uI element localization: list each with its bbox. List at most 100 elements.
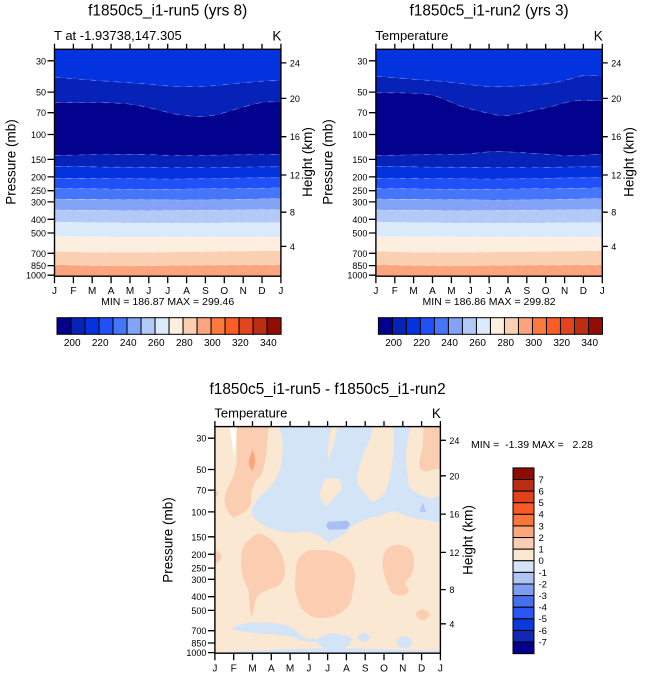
svg-text:400: 400 [191,592,206,602]
svg-text:250: 250 [352,186,367,196]
svg-text:F: F [70,286,76,297]
svg-text:50: 50 [36,88,46,98]
svg-text:150: 150 [352,155,367,165]
svg-text:Pressure (mb): Pressure (mb) [161,497,176,583]
svg-text:20: 20 [611,94,621,104]
svg-text:340: 340 [260,338,277,349]
svg-text:220: 220 [413,338,430,349]
svg-text:A: A [108,286,115,297]
svg-text:-2: -2 [539,579,547,590]
svg-text:Temperature: Temperature [214,406,287,421]
svg-text:S: S [362,663,369,674]
svg-text:5: 5 [539,498,544,509]
svg-text:F: F [231,663,237,674]
svg-text:1000: 1000 [186,648,206,658]
svg-text:J: J [438,663,443,674]
svg-text:J: J [165,286,170,297]
svg-text:S: S [202,286,209,297]
svg-text:-5: -5 [539,614,547,625]
svg-text:Height (km): Height (km) [461,505,476,575]
svg-text:8: 8 [611,208,616,218]
svg-text:f1850c5_i1-run2 (yrs 3): f1850c5_i1-run2 (yrs 3) [410,3,569,20]
svg-text:4: 4 [290,242,295,252]
svg-text:-1: -1 [539,568,547,579]
svg-text:J: J [600,286,605,297]
svg-text:500: 500 [191,606,206,616]
svg-text:30: 30 [36,56,46,66]
svg-text:7: 7 [539,475,544,486]
svg-text:O: O [542,286,550,297]
svg-text:200: 200 [352,172,367,182]
svg-text:16: 16 [449,510,459,520]
svg-text:A: A [429,286,436,297]
svg-text:70: 70 [357,108,367,118]
svg-text:1000: 1000 [347,271,367,281]
svg-text:12: 12 [611,171,621,181]
svg-text:200: 200 [191,550,206,560]
svg-text:200: 200 [385,338,402,349]
svg-text:S: S [523,286,530,297]
svg-text:20: 20 [449,471,459,481]
svg-text:50: 50 [196,465,206,475]
svg-text:260: 260 [148,338,165,349]
svg-text:250: 250 [31,186,46,196]
svg-text:6: 6 [539,487,544,498]
svg-text:70: 70 [196,486,206,496]
svg-text:D: D [418,663,425,674]
svg-text:M: M [88,286,96,297]
svg-text:3: 3 [539,521,544,532]
svg-text:J: J [373,286,378,297]
svg-text:700: 700 [352,249,367,259]
svg-text:O: O [220,286,228,297]
svg-text:K: K [432,406,441,421]
svg-text:20: 20 [290,94,300,104]
svg-text:J: J [306,663,311,674]
svg-text:D: D [580,286,587,297]
svg-text:24: 24 [290,58,300,68]
svg-text:MIN = 186.87 MAX = 299.46: MIN = 186.87 MAX = 299.46 [101,296,234,308]
svg-text:M: M [447,286,455,297]
svg-text:500: 500 [31,229,46,239]
svg-text:1: 1 [539,545,544,556]
svg-text:1000: 1000 [26,271,46,281]
svg-text:MIN = -1.39 MAX = 2.28: MIN = -1.39 MAX = 2.28 [471,439,593,451]
svg-text:240: 240 [441,338,458,349]
svg-text:J: J [468,286,473,297]
svg-text:A: A [183,286,190,297]
svg-text:240: 240 [120,338,137,349]
svg-text:-3: -3 [539,591,547,602]
svg-text:200: 200 [31,172,46,182]
svg-text:200: 200 [64,338,81,349]
svg-text:220: 220 [92,338,109,349]
svg-text:100: 100 [31,130,46,140]
svg-text:D: D [258,286,265,297]
svg-text:K: K [594,29,603,44]
svg-text:Pressure (mb): Pressure (mb) [321,119,336,205]
svg-text:-6: -6 [539,626,547,637]
svg-text:300: 300 [525,338,542,349]
svg-text:MIN = 186.86 MAX = 299.82: MIN = 186.86 MAX = 299.82 [423,296,556,308]
svg-text:A: A [343,663,350,674]
svg-text:30: 30 [196,434,206,444]
svg-text:-4: -4 [539,603,547,614]
svg-text:16: 16 [611,132,621,142]
svg-text:J: J [325,663,330,674]
svg-text:100: 100 [352,130,367,140]
svg-text:280: 280 [497,338,514,349]
svg-text:4: 4 [449,619,454,629]
svg-text:T at -1.93738,147.305: T at -1.93738,147.305 [54,28,182,43]
svg-text:J: J [52,286,57,297]
svg-text:A: A [505,286,512,297]
svg-text:12: 12 [290,171,300,181]
svg-text:0: 0 [539,556,544,567]
svg-text:300: 300 [31,197,46,207]
svg-text:16: 16 [290,132,300,142]
svg-text:400: 400 [31,215,46,225]
svg-text:260: 260 [469,338,486,349]
svg-text:M: M [409,286,417,297]
svg-text:M: M [286,663,294,674]
svg-text:Temperature: Temperature [375,28,448,43]
svg-text:Pressure (mb): Pressure (mb) [4,119,19,205]
svg-text:f1850c5_i1-run5 (yrs 8): f1850c5_i1-run5 (yrs 8) [88,3,247,20]
svg-text:4: 4 [611,242,616,252]
